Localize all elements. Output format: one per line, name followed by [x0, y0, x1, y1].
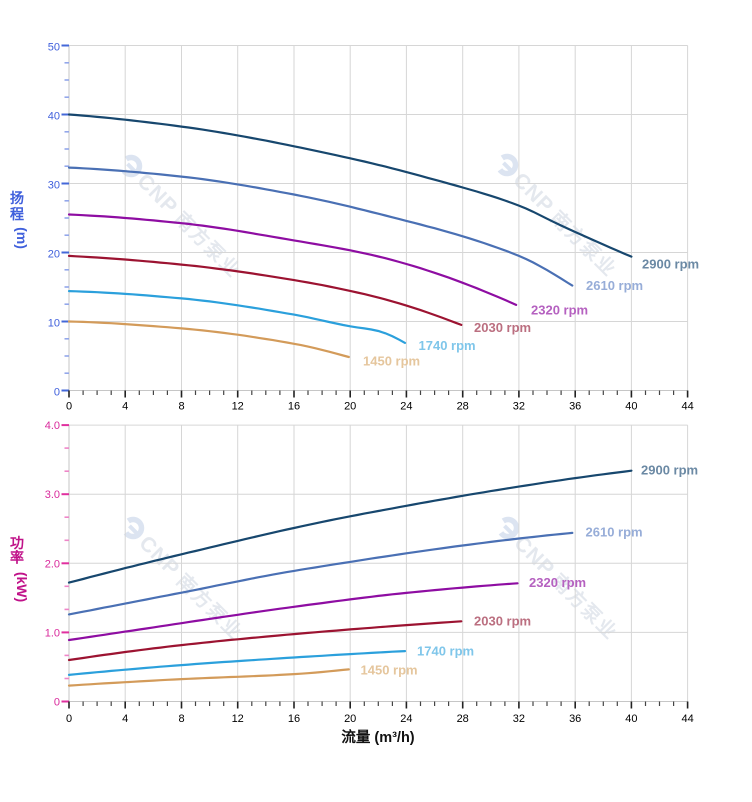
svg-text:0: 0 [66, 401, 72, 413]
svg-text:8: 8 [178, 401, 184, 413]
svg-text:8: 8 [178, 713, 184, 725]
svg-text:2320 rpm: 2320 rpm [531, 303, 588, 318]
svg-text:16: 16 [288, 401, 300, 413]
svg-text:40: 40 [625, 713, 637, 725]
svg-text:0: 0 [54, 697, 60, 709]
svg-text:2030 rpm: 2030 rpm [474, 320, 531, 335]
svg-text:2030 rpm: 2030 rpm [474, 614, 531, 629]
svg-text:1450 rpm: 1450 rpm [361, 663, 418, 678]
svg-text:36: 36 [569, 713, 581, 725]
svg-text:0: 0 [54, 387, 60, 399]
svg-text:(kW): (kW) [14, 572, 30, 602]
svg-text:20: 20 [344, 401, 356, 413]
svg-text:2900 rpm: 2900 rpm [642, 257, 699, 272]
svg-text:36: 36 [569, 401, 581, 413]
svg-text:32: 32 [513, 713, 525, 725]
svg-text:30: 30 [48, 180, 60, 192]
svg-text:2610 rpm: 2610 rpm [586, 278, 643, 293]
svg-text:1740 rpm: 1740 rpm [419, 338, 476, 353]
svg-text:4: 4 [122, 713, 128, 725]
svg-text:2.0: 2.0 [45, 558, 60, 570]
svg-text:28: 28 [457, 401, 469, 413]
svg-text:1740 rpm: 1740 rpm [417, 644, 474, 659]
svg-text:1450 rpm: 1450 rpm [363, 354, 420, 369]
svg-text:3.0: 3.0 [45, 489, 60, 501]
svg-text:率: 率 [10, 550, 24, 566]
svg-text:2320 rpm: 2320 rpm [529, 575, 586, 590]
svg-text:扬: 扬 [10, 190, 24, 206]
svg-text:16: 16 [288, 713, 300, 725]
svg-text:2900 rpm: 2900 rpm [641, 463, 698, 478]
svg-text:流量 (m³/h): 流量 (m³/h) [341, 728, 414, 746]
svg-text:24: 24 [400, 713, 412, 725]
svg-text:44: 44 [681, 401, 693, 413]
svg-text:20: 20 [48, 249, 60, 261]
svg-text:程: 程 [10, 206, 24, 222]
svg-text:24: 24 [400, 401, 412, 413]
svg-text:2610 rpm: 2610 rpm [586, 525, 643, 540]
svg-text:10: 10 [48, 318, 60, 330]
svg-text:28: 28 [457, 713, 469, 725]
svg-text:40: 40 [48, 111, 60, 123]
svg-text:40: 40 [625, 401, 637, 413]
svg-text:1.0: 1.0 [45, 627, 60, 639]
svg-text:20: 20 [344, 713, 356, 725]
svg-text:4.0: 4.0 [45, 420, 60, 432]
svg-text:12: 12 [232, 401, 244, 413]
svg-text:44: 44 [681, 713, 693, 725]
svg-text:(m): (m) [14, 227, 30, 249]
svg-text:32: 32 [513, 401, 525, 413]
svg-text:4: 4 [122, 401, 128, 413]
svg-text:50: 50 [48, 42, 60, 54]
svg-text:功: 功 [10, 535, 24, 551]
svg-text:12: 12 [232, 713, 244, 725]
svg-text:0: 0 [66, 713, 72, 725]
